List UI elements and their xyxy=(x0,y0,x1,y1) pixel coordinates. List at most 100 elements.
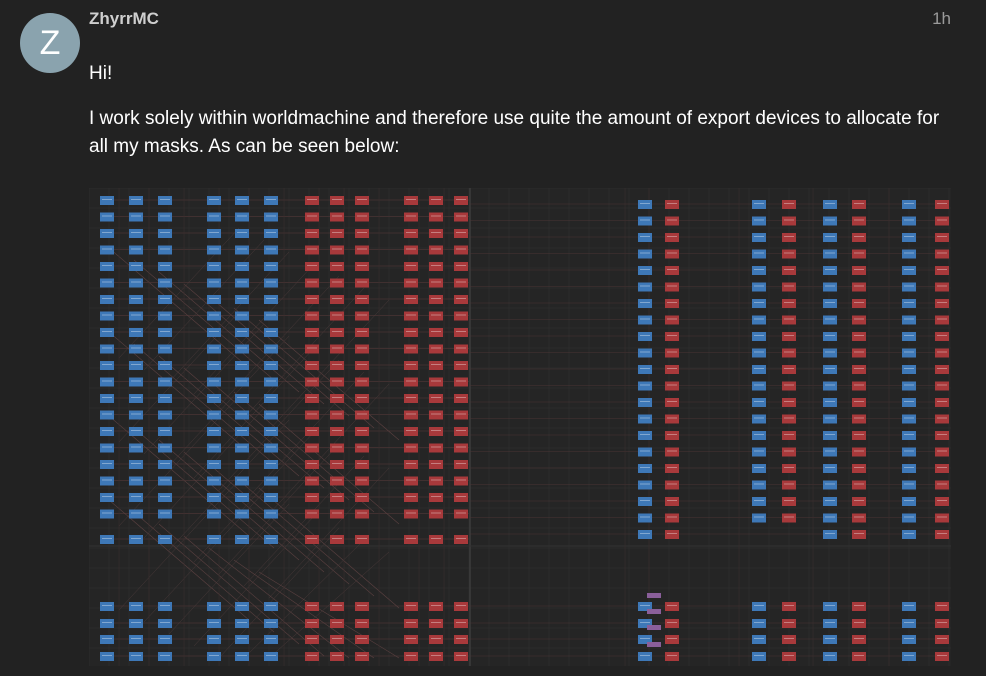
graph-node xyxy=(902,381,916,391)
graph-node xyxy=(305,377,319,387)
graph-node xyxy=(158,427,172,436)
graph-node xyxy=(158,476,172,486)
graph-node xyxy=(823,530,837,539)
graph-node xyxy=(404,262,418,271)
graph-node xyxy=(207,602,221,611)
graph-node xyxy=(330,377,344,387)
graph-node xyxy=(852,266,866,275)
graph-node xyxy=(902,315,916,325)
graph-node xyxy=(902,497,916,506)
user-avatar[interactable]: Z xyxy=(20,13,80,73)
graph-node xyxy=(429,535,443,544)
graph-node xyxy=(330,328,344,337)
graph-node xyxy=(355,212,369,222)
graph-node xyxy=(355,652,369,661)
graph-node xyxy=(129,262,143,271)
graph-node xyxy=(902,619,916,628)
graph-node xyxy=(665,299,679,308)
graph-node xyxy=(454,196,468,205)
graph-node xyxy=(454,410,468,420)
graph-node xyxy=(638,381,652,391)
graph-node xyxy=(782,414,796,424)
graph-node xyxy=(264,278,278,288)
graph-node xyxy=(823,233,837,242)
graph-node xyxy=(454,602,468,611)
graph-node xyxy=(355,443,369,453)
graph-node xyxy=(665,619,679,628)
graph-node xyxy=(429,344,443,354)
graph-node xyxy=(665,464,679,473)
graph-node xyxy=(330,262,344,271)
graph-node xyxy=(355,328,369,337)
graph-node xyxy=(305,394,319,403)
graph-node xyxy=(638,513,652,523)
graph-node xyxy=(264,652,278,661)
graph-node xyxy=(355,361,369,370)
graph-node xyxy=(782,381,796,391)
graph-node xyxy=(638,216,652,226)
graph-node xyxy=(782,315,796,325)
graph-node xyxy=(264,245,278,255)
post-image[interactable] xyxy=(89,188,951,666)
graph-node xyxy=(782,398,796,407)
graph-node xyxy=(207,427,221,436)
graph-node xyxy=(330,344,344,354)
graph-node xyxy=(782,464,796,473)
graph-node xyxy=(638,282,652,292)
graph-node xyxy=(454,229,468,238)
graph-node xyxy=(100,619,114,628)
graph-node xyxy=(235,328,249,337)
graph-node xyxy=(752,513,766,523)
graph-node xyxy=(638,315,652,325)
graph-node xyxy=(100,460,114,469)
graph-node xyxy=(935,282,949,292)
graph-node xyxy=(235,394,249,403)
graph-node xyxy=(852,602,866,611)
graph-node xyxy=(235,311,249,321)
graph-node xyxy=(129,509,143,519)
post-date[interactable]: 1h xyxy=(932,9,951,28)
graph-node xyxy=(752,480,766,490)
graph-node xyxy=(207,196,221,205)
graph-node xyxy=(752,464,766,473)
graph-node xyxy=(129,535,143,544)
graph-node xyxy=(665,447,679,457)
graph-node xyxy=(429,476,443,486)
graph-node xyxy=(129,344,143,354)
graph-node xyxy=(264,361,278,370)
graph-node xyxy=(752,365,766,374)
graph-node xyxy=(429,602,443,611)
graph-node xyxy=(264,328,278,337)
graph-node xyxy=(207,212,221,222)
graph-node xyxy=(207,394,221,403)
graph-node xyxy=(665,315,679,325)
graph-node xyxy=(129,361,143,370)
graph-node xyxy=(330,509,344,519)
graph-node xyxy=(852,431,866,440)
graph-node xyxy=(100,493,114,502)
graph-node xyxy=(158,212,172,222)
graph-node xyxy=(638,332,652,341)
graph-node xyxy=(264,443,278,453)
graph-node xyxy=(935,381,949,391)
graph-node xyxy=(330,311,344,321)
graph-node xyxy=(158,278,172,288)
graph-node xyxy=(330,295,344,304)
graph-node xyxy=(902,365,916,374)
graph-node xyxy=(264,619,278,628)
graph-node xyxy=(235,344,249,354)
graph-node xyxy=(638,348,652,358)
graph-node xyxy=(852,249,866,259)
graph-node xyxy=(100,509,114,519)
graph-node xyxy=(638,365,652,374)
graph-node xyxy=(823,497,837,506)
graph-node xyxy=(429,278,443,288)
graph-node xyxy=(638,299,652,308)
graph-node xyxy=(158,443,172,453)
graph-node xyxy=(752,497,766,506)
username[interactable]: ZhyrrMC xyxy=(89,9,159,28)
graph-node xyxy=(235,196,249,205)
graph-node xyxy=(305,476,319,486)
graph-node xyxy=(129,493,143,502)
graph-node xyxy=(638,431,652,440)
